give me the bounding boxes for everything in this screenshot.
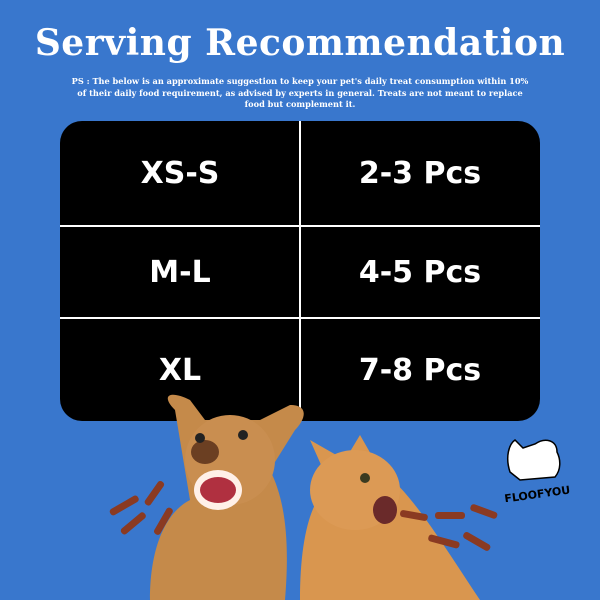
divider [299, 121, 301, 421]
serving-table: XS-S 2-3 Pcs M-L 4-5 Pcs XL 7-8 Pcs [60, 121, 540, 421]
serving-note: PS : The below is an approximate suggest… [71, 76, 529, 109]
page-title: Serving Recommendation [34, 22, 566, 64]
table-row: XS-S 2-3 Pcs [60, 121, 540, 225]
floofyou-logo: FLOOFYOU [495, 432, 580, 506]
svg-text:FLOOFYOU: FLOOFYOU [504, 483, 571, 502]
logo-pets-icon: FLOOFYOU [504, 439, 571, 506]
cat-illustration [300, 435, 480, 600]
amount-cell: 7-8 Pcs [358, 352, 482, 388]
size-cell: XL [158, 352, 202, 388]
table-row: M-L 4-5 Pcs [60, 227, 540, 317]
table-row: XL 7-8 Pcs [60, 319, 540, 421]
dog-and-cat-image [109, 394, 498, 600]
size-cell: M-L [149, 254, 211, 290]
size-cell: XS-S [140, 155, 220, 191]
treat-pieces [109, 480, 498, 551]
amount-cell: 2-3 Pcs [358, 155, 482, 191]
amount-cell: 4-5 Pcs [358, 254, 482, 290]
dog-illustration [150, 394, 304, 600]
